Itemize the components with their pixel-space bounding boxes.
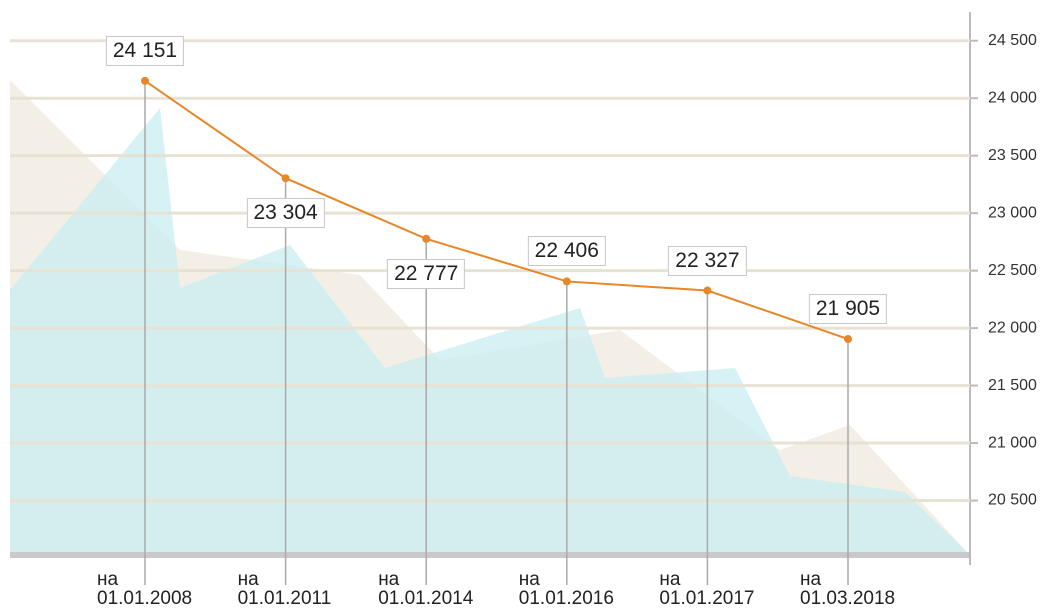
y-tick-label: 22 500 bbox=[988, 262, 1037, 279]
x-tick-label: на 01.01.2017 bbox=[659, 569, 755, 609]
x-tick-label: на 01.01.2011 bbox=[237, 569, 332, 609]
y-tick-label: 23 000 bbox=[988, 204, 1037, 221]
y-tick-label: 20 500 bbox=[988, 492, 1037, 509]
point bbox=[141, 76, 149, 85]
y-tick-label: 21 500 bbox=[988, 377, 1037, 394]
point bbox=[422, 234, 431, 243]
y-tick-label: 24 500 bbox=[988, 32, 1037, 49]
point bbox=[844, 335, 852, 344]
point bbox=[562, 277, 571, 286]
y-tick-label: 23 500 bbox=[988, 147, 1037, 164]
x-tick-label: на 01.01.2014 bbox=[378, 569, 474, 609]
value-label: 23 304 bbox=[246, 198, 325, 229]
x-tick-label: на 01.03.2018 bbox=[800, 569, 896, 609]
y-tick-label: 24 000 bbox=[988, 89, 1037, 106]
value-label: 22 406 bbox=[527, 236, 606, 267]
value-label: 24 151 bbox=[105, 35, 185, 66]
x-tick-label: на 01.01.2008 bbox=[97, 569, 193, 609]
value-label: 22 327 bbox=[668, 245, 747, 276]
point bbox=[703, 286, 712, 295]
bottom-band bbox=[10, 552, 970, 558]
y-tick-label: 22 000 bbox=[988, 319, 1037, 336]
value-label: 22 777 bbox=[387, 258, 466, 289]
value-label: 21 905 bbox=[808, 294, 888, 325]
point bbox=[281, 174, 290, 183]
y-tick-label: 21 000 bbox=[988, 434, 1037, 451]
x-tick-label: на 01.01.2016 bbox=[518, 569, 614, 609]
series-line bbox=[144, 80, 849, 340]
